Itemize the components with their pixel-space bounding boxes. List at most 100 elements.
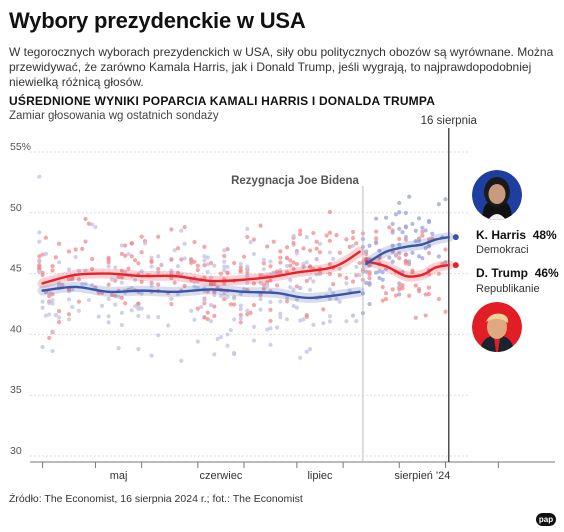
poll-dot-trump	[278, 255, 283, 260]
poll-dot-harris	[116, 294, 121, 300]
poll-dot-trump	[354, 273, 359, 278]
poll-dot-trump	[423, 292, 428, 297]
poll-dot-harris	[47, 290, 52, 295]
poll-dot-harris	[202, 254, 207, 259]
x-tick-label: czerwiec	[200, 470, 243, 482]
poll-dot-harris	[245, 308, 250, 313]
poll-dot-harris	[291, 287, 296, 292]
poll-dot-trump	[113, 278, 118, 283]
poll-dot-harris	[390, 230, 395, 235]
poll-dot-trump	[407, 293, 412, 298]
harris-average-line	[365, 235, 450, 266]
poll-dot-trump	[136, 301, 141, 306]
poll-dot-trump	[327, 262, 333, 267]
poll-dot-trump	[156, 234, 161, 239]
poll-dot-trump	[397, 256, 402, 261]
poll-dot-harris	[331, 256, 336, 262]
poll-dot-trump	[195, 263, 200, 268]
poll-dot-trump	[397, 251, 402, 256]
poll-dot-harris	[90, 222, 95, 227]
poll-dot-harris	[156, 254, 161, 259]
poll-dot-trump	[294, 284, 299, 289]
poll-dot-harris	[426, 218, 432, 224]
poll-dot-harris	[301, 261, 306, 266]
poll-dot-trump	[354, 241, 359, 246]
poll-dot-trump	[307, 264, 313, 269]
poll-dot-harris	[208, 319, 214, 324]
poll-dot-harris	[390, 221, 395, 227]
poll-dot-harris	[367, 243, 372, 248]
poll-dot-harris	[73, 254, 78, 260]
poll-dot-trump	[222, 253, 227, 259]
poll-dot-trump	[156, 266, 161, 272]
donald-trump-portrait-icon	[472, 302, 522, 352]
poll-dot-trump	[169, 301, 174, 307]
poll-dot-trump	[83, 239, 88, 244]
poll-dot-trump	[380, 298, 385, 303]
poll-dot-trump	[367, 276, 372, 281]
poll-dot-harris	[327, 319, 333, 324]
poll-dot-harris	[113, 302, 118, 307]
poll-dot-trump	[106, 282, 111, 287]
poll-dot-harris	[169, 296, 174, 301]
chart-subtitle: Zamiar głosowania wg ostatnich sondaży	[9, 110, 219, 122]
poll-dot-harris	[165, 323, 171, 328]
poll-dot-harris	[37, 269, 42, 274]
poll-dot-trump	[443, 309, 448, 314]
poll-dot-harris	[195, 339, 200, 344]
poll-dot-harris	[265, 283, 270, 288]
poll-dot-trump	[57, 309, 62, 314]
poll-dot-trump	[251, 237, 257, 242]
poll-dot-harris	[383, 215, 389, 220]
poll-dot-trump	[314, 246, 319, 251]
poll-dot-harris	[222, 292, 227, 297]
poll-dot-harris	[350, 243, 356, 248]
poll-dot-harris	[268, 326, 273, 331]
poll-dot-harris	[182, 256, 187, 261]
poll-dot-harris	[307, 287, 313, 292]
poll-dot-trump	[195, 306, 200, 311]
poll-dot-harris	[212, 352, 217, 357]
poll-dot-trump	[212, 313, 217, 318]
poll-dot-trump	[57, 320, 62, 325]
poll-dot-harris	[225, 264, 230, 269]
poll-dot-harris	[80, 281, 85, 286]
poll-dot-trump	[126, 266, 131, 271]
poll-dot-harris	[225, 332, 230, 337]
lead-paragraph: W tegorocznych wyborach prezydenckich w …	[9, 45, 554, 89]
poll-dot-harris	[251, 338, 257, 343]
poll-dot-trump	[119, 251, 124, 256]
poll-dot-trump	[331, 282, 336, 287]
poll-dot-trump	[380, 285, 385, 290]
poll-dot-trump	[132, 258, 138, 263]
poll-dot-harris	[123, 269, 128, 275]
poll-dot-trump	[420, 233, 425, 238]
poll-dot-trump	[426, 250, 432, 256]
trump-end-marker	[452, 262, 459, 269]
poll-dot-harris	[403, 225, 408, 230]
poll-dot-harris	[96, 314, 101, 319]
poll-dot-harris	[43, 251, 49, 256]
poll-dot-trump	[139, 279, 144, 285]
poll-dot-harris	[119, 243, 124, 248]
poll-dot-harris	[66, 317, 72, 322]
poll-dot-harris	[413, 228, 418, 233]
poll-dot-harris	[298, 318, 303, 323]
poll-dot-trump	[228, 302, 233, 307]
poll-dot-harris	[393, 212, 399, 217]
poll-dot-harris	[311, 279, 316, 284]
trump-average-line	[41, 250, 361, 285]
poll-dot-trump	[327, 209, 333, 215]
poll-dot-harris	[43, 313, 49, 318]
chart-title: UŚREDNIONE WYNIKI POPARCIA KAMALI HARRIS…	[9, 94, 436, 108]
poll-dot-harris	[377, 268, 382, 274]
poll-dot-harris	[423, 246, 428, 251]
y-tick-label: 45	[10, 263, 22, 275]
poll-dot-trump	[222, 297, 227, 302]
poll-dot-trump	[37, 264, 42, 270]
poll-dot-harris	[380, 270, 385, 275]
poll-dot-trump	[50, 292, 55, 297]
poll-dot-harris	[407, 194, 412, 199]
poll-dot-trump	[109, 292, 115, 298]
